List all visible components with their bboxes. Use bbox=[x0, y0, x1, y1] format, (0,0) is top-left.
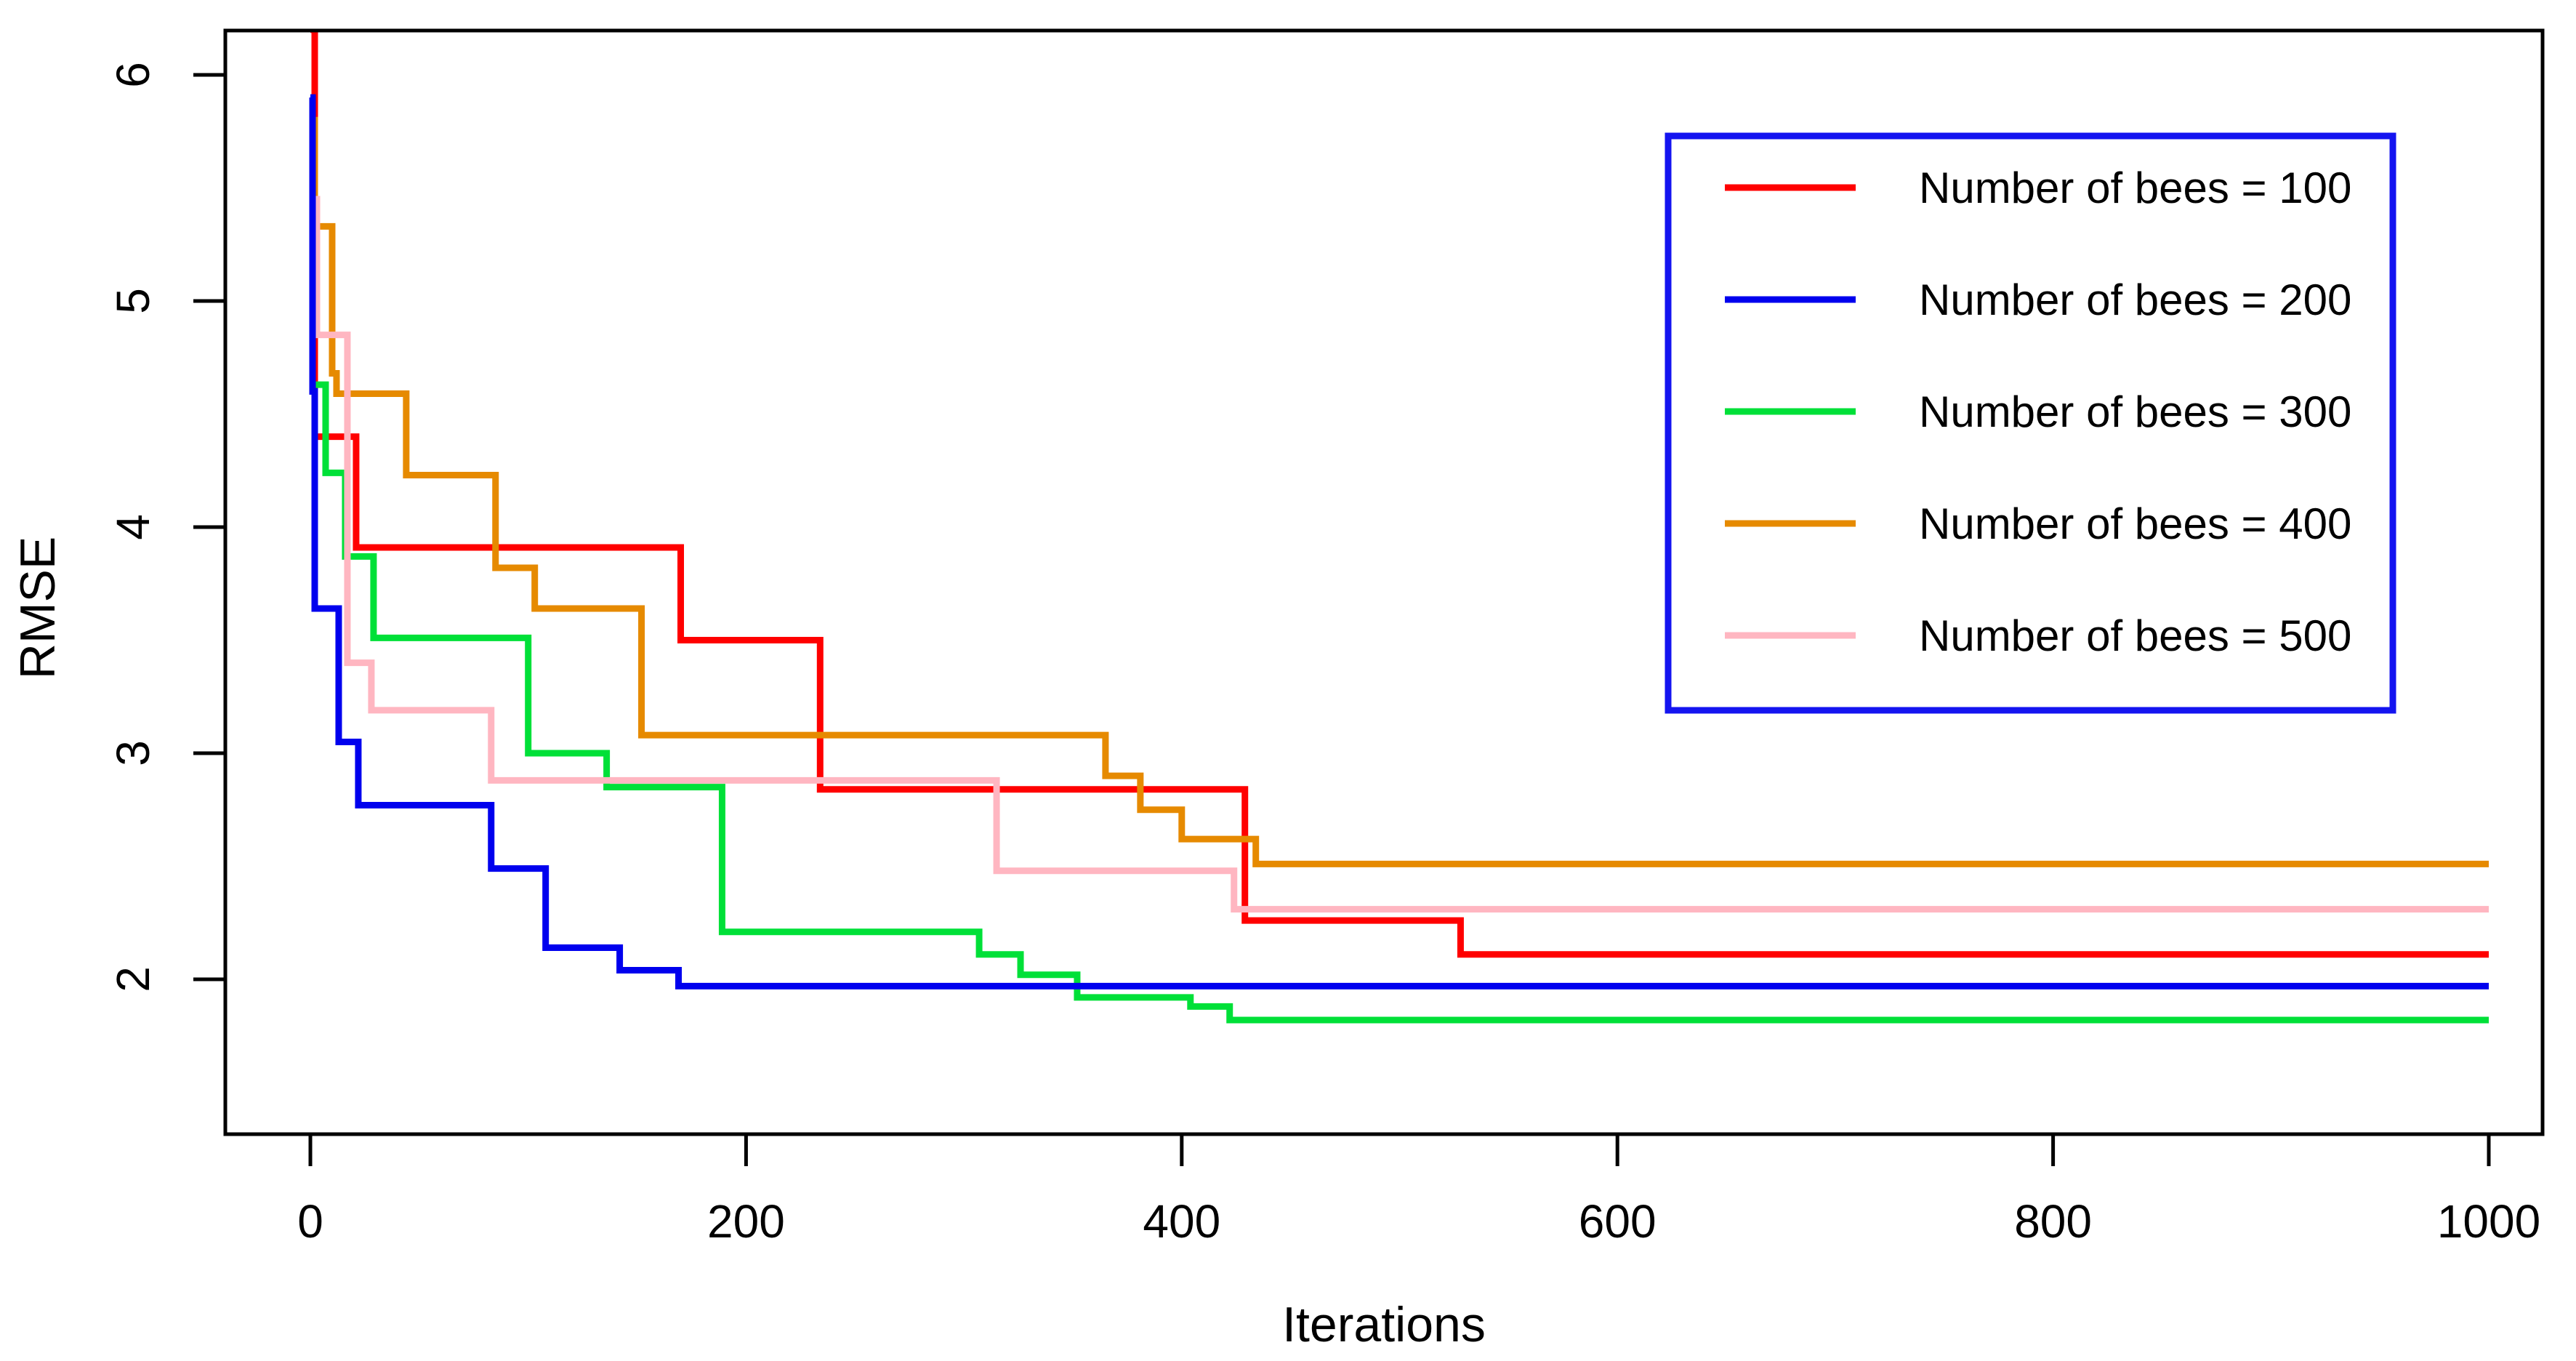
y-axis: 2 3 4 5 6 bbox=[107, 62, 225, 992]
x-tick-label: 400 bbox=[1143, 1195, 1220, 1248]
x-tick-label: 800 bbox=[2014, 1195, 2092, 1248]
y-tick-label: 2 bbox=[107, 966, 159, 992]
x-tick-label: 600 bbox=[1579, 1195, 1657, 1248]
legend-box bbox=[1665, 132, 2396, 714]
legend-label-3: Number of bees = 400 bbox=[1919, 499, 2351, 548]
series-lines bbox=[309, 31, 2489, 1024]
y-tick-label: 4 bbox=[107, 514, 159, 540]
x-axis-title: Iterations bbox=[1282, 1297, 1486, 1352]
y-axis-title: RMSE bbox=[10, 537, 65, 679]
series-line-3 bbox=[310, 116, 2489, 867]
x-tick-label: 200 bbox=[707, 1195, 785, 1248]
legend-label-0: Number of bees = 100 bbox=[1919, 164, 2351, 212]
y-tick-label: 6 bbox=[107, 62, 159, 88]
series-line-1 bbox=[309, 94, 2489, 989]
legend-label-2: Number of bees = 300 bbox=[1919, 388, 2351, 436]
legend-label-4: Number of bees = 500 bbox=[1919, 611, 2351, 660]
series-line-0 bbox=[310, 31, 2489, 958]
y-tick-label: 3 bbox=[107, 740, 159, 766]
series-line-4 bbox=[310, 196, 2489, 913]
series-line-2 bbox=[309, 161, 2489, 1024]
x-tick-label: 1000 bbox=[2437, 1195, 2540, 1248]
legend-label-1: Number of bees = 200 bbox=[1919, 276, 2351, 324]
y-tick-label: 5 bbox=[107, 288, 159, 314]
legend: Number of bees = 100 Number of bees = 200… bbox=[1665, 132, 2396, 714]
x-axis: 0 200 400 600 800 1000 bbox=[297, 1134, 2540, 1248]
x-tick-label: 0 bbox=[297, 1195, 323, 1248]
plot-border bbox=[223, 28, 2545, 1136]
